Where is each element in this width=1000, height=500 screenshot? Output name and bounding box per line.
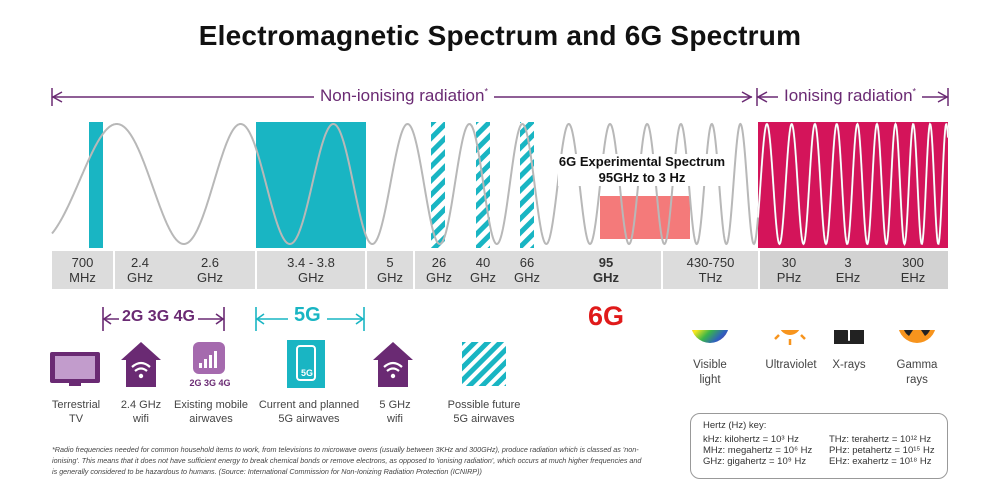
non-ionising-asterisk: * — [484, 86, 488, 97]
band-26ghz — [431, 122, 445, 248]
tick-300ehz: 300 EHz — [878, 251, 948, 289]
experimental-6g-label: 6G Experimental Spectrum 95GHz to 3 Hz — [558, 154, 726, 186]
tick-700mhz: 700 MHz — [52, 251, 113, 289]
generation-2g3g4g-label: 2G 3G 4G — [119, 308, 198, 326]
tick-95ghz: 95 GHz — [551, 251, 661, 289]
caption-ultraviolet: Ultraviolet — [765, 359, 817, 371]
caption-future-5g: Possible future 5G airwaves — [447, 399, 521, 425]
caption-wifi-5: 5 GHz wifi — [379, 399, 411, 425]
non-ionising-text: Non-ionising radiation — [320, 86, 485, 105]
caption-gamma-rays: Gamma rays — [896, 359, 938, 386]
wifi-house-icon — [121, 342, 161, 387]
tick-66ghz: 66 GHz — [503, 251, 551, 289]
ionising-asterisk: * — [912, 86, 917, 97]
tick-3.4-3.8ghz: 3.4 - 3.8 GHz — [257, 251, 365, 289]
ionising-text: Ionising radiation — [784, 86, 913, 105]
visible-light-icon — [691, 330, 729, 343]
phone-5g-icon — [287, 340, 325, 388]
caption-xrays: X-rays — [832, 359, 866, 371]
tick-430-750thz: 430-750 THz — [663, 251, 758, 289]
tick-26ghz: 26 GHz — [415, 251, 463, 289]
experimental-line2: 95GHz to 3 Hz — [598, 170, 686, 185]
caption-terrestrial-tv: Terrestrial TV — [51, 399, 101, 425]
wave-line-ionising — [757, 122, 949, 246]
generation-6g-label: 6G — [588, 301, 625, 331]
caption-current-5g: Current and planned 5G airwaves — [258, 399, 360, 425]
tick-5ghz: 5 GHz — [367, 251, 413, 289]
hertz-key-left: kHz: kilohertz = 10³ Hz MHz: megahertz = … — [703, 434, 813, 467]
mobile-badge: 2G 3G 4G — [189, 378, 231, 388]
wifi-house-5ghz-icon — [373, 342, 413, 387]
generation-arrows — [102, 307, 365, 331]
spectrum-graphic — [51, 88, 949, 248]
hertz-key: Hertz (Hz) key: kHz: kilohertz = 10³ Hz M… — [690, 413, 948, 479]
page-title: Electromagnetic Spectrum and 6G Spectrum — [198, 20, 802, 51]
icons-row — [50, 330, 936, 388]
xray-hand-icon — [834, 330, 864, 344]
ionising-label: Ionising radiation* — [778, 86, 923, 106]
experimental-line1: 6G Experimental Spectrum — [558, 154, 726, 169]
tick-30phz: 30 PHz — [760, 251, 818, 289]
tick-2.4ghz: 2.4 GHz — [115, 251, 165, 289]
caption-wifi-24: 2.4 GHz wifi — [120, 399, 162, 425]
footnote: *Radio frequencies needed for common hou… — [52, 445, 642, 476]
hertz-key-title: Hertz (Hz) key: — [703, 420, 767, 431]
future-airwaves-icon — [462, 342, 506, 386]
radiation-icon — [898, 330, 936, 343]
tv-icon — [50, 352, 100, 386]
hertz-key-right: THz: terahertz = 10¹² Hz PHz: petahertz =… — [829, 434, 935, 467]
caption-visible-light: Visible light — [693, 359, 727, 386]
caption-existing-mobile: Existing mobile airwaves — [174, 399, 248, 425]
generation-5g-label: 5G — [288, 304, 327, 327]
tick-2.6ghz: 2.6 GHz — [165, 251, 255, 289]
signal-bars-icon — [193, 342, 225, 374]
sun-icon — [774, 330, 806, 345]
tick-3ehz: 3 EHz — [818, 251, 878, 289]
phone-5g-badge: 5G — [300, 368, 313, 378]
band-6g-experimental — [600, 196, 690, 239]
tick-40ghz: 40 GHz — [463, 251, 503, 289]
non-ionising-label: Non-ionising radiation* — [314, 86, 494, 106]
